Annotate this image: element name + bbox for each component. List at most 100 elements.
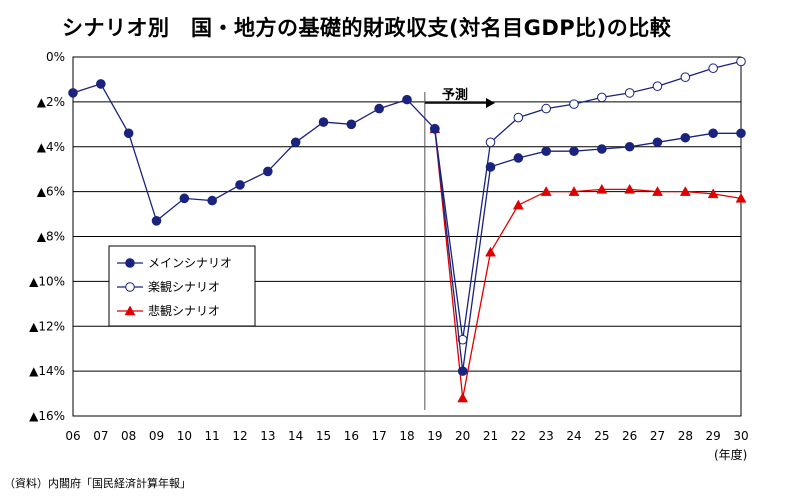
y-tick-label: ▲2% [37, 95, 65, 109]
data-point [708, 63, 718, 74]
legend-label: 悲観シナリオ [148, 303, 220, 318]
data-point [513, 153, 524, 163]
x-tick-label: 27 [650, 429, 665, 443]
data-point [624, 141, 635, 152]
data-point [485, 162, 496, 172]
data-point [374, 103, 384, 114]
data-point [430, 124, 440, 134]
data-point [569, 99, 579, 109]
x-tick-label: 18 [399, 429, 414, 443]
y-tick-label: ▲14% [29, 364, 65, 378]
data-point [346, 119, 357, 130]
data-point [263, 166, 273, 177]
x-tick-label: 24 [566, 429, 581, 443]
series-lines [68, 56, 747, 403]
data-point [540, 186, 552, 196]
forecast-arrow-head [486, 98, 495, 108]
data-point [624, 183, 636, 194]
data-point [707, 188, 719, 199]
data-point [179, 193, 190, 204]
x-tick-label: 11 [205, 429, 220, 443]
series-line [434, 60, 742, 340]
data-point [457, 366, 468, 376]
x-tick-label: 25 [594, 429, 609, 443]
x-tick-label: 22 [511, 429, 526, 443]
x-tick-label: 19 [427, 429, 442, 443]
x-tick-label: 16 [344, 429, 359, 443]
y-tick-label: ▲12% [29, 319, 65, 333]
data-point [680, 132, 691, 143]
data-point [290, 137, 301, 148]
data-point [680, 72, 691, 82]
data-point [735, 192, 747, 203]
y-tick-label: ▲4% [37, 140, 65, 154]
data-point [736, 128, 746, 139]
y-tick-label: 0% [46, 50, 65, 64]
y-tick-label: ▲8% [37, 230, 65, 244]
x-tick-label: 20 [455, 429, 470, 443]
data-point [597, 92, 607, 103]
data-point [569, 146, 579, 157]
series-line [434, 128, 742, 399]
data-point [151, 215, 162, 226]
x-axis-label: (年度) [714, 448, 748, 462]
data-point [512, 199, 524, 210]
data-point [541, 103, 551, 114]
y-tick-label: ▲6% [37, 185, 65, 199]
y-axis-ticks: 0% ▲2% ▲4% ▲6% ▲8% ▲10% ▲12% ▲14% ▲16% [29, 50, 65, 423]
forecast-annotation: 予測 [424, 87, 495, 410]
x-tick-label: 29 [706, 429, 721, 443]
x-tick-label: 30 [733, 429, 748, 443]
legend-marker [124, 305, 136, 316]
x-tick-label: 21 [483, 429, 498, 443]
data-point [624, 88, 635, 98]
x-tick-label: 28 [678, 429, 693, 443]
data-point [485, 246, 496, 257]
x-tick-label: 14 [288, 429, 303, 443]
data-point [402, 94, 412, 105]
x-tick-label: 15 [316, 429, 331, 443]
x-tick-label: 23 [539, 429, 554, 443]
x-tick-label: 06 [65, 429, 80, 443]
x-tick-label: 10 [177, 429, 192, 443]
data-point [597, 144, 607, 154]
data-point [68, 88, 78, 98]
x-tick-label: 12 [232, 429, 247, 443]
series-0 [68, 79, 746, 376]
data-point [568, 186, 580, 196]
data-point [318, 117, 329, 127]
data-point [596, 183, 608, 194]
data-point [679, 186, 691, 196]
legend-label: メインシナリオ [148, 256, 232, 270]
x-tick-label: 26 [622, 429, 637, 443]
legend-marker [125, 282, 135, 292]
source-note: （資料）内閣府「国民経済計算年報」 [4, 477, 191, 490]
data-point [652, 81, 663, 91]
data-point [652, 137, 663, 148]
data-point [457, 392, 469, 403]
x-tick-label: 09 [149, 429, 164, 443]
data-point [207, 195, 217, 206]
data-point [513, 112, 524, 123]
data-point [736, 56, 746, 67]
legend-marker [125, 258, 135, 268]
data-point [123, 128, 134, 139]
data-point [652, 186, 663, 196]
data-point [485, 137, 496, 148]
data-point [541, 146, 551, 157]
data-point [235, 180, 245, 190]
series-line [72, 83, 741, 372]
x-tick-label: 17 [372, 429, 387, 443]
y-tick-label: ▲16% [29, 409, 65, 423]
chart-title: シナリオ別 国・地方の基礎的財政収支(対名目GDP比)の比較 [62, 16, 672, 40]
legend-label: 楽観シナリオ [148, 280, 220, 294]
data-point [708, 128, 718, 139]
x-axis-ticks: 06 07 08 09 10 11 12 13 14 15 16 17 18 19 20 21 22 23 24 25… [65, 429, 748, 443]
forecast-label: 予測 [442, 87, 468, 103]
grid-lines [72, 56, 742, 417]
series-1 [430, 56, 746, 345]
series-2 [429, 123, 747, 403]
x-tick-label: 13 [260, 429, 275, 443]
